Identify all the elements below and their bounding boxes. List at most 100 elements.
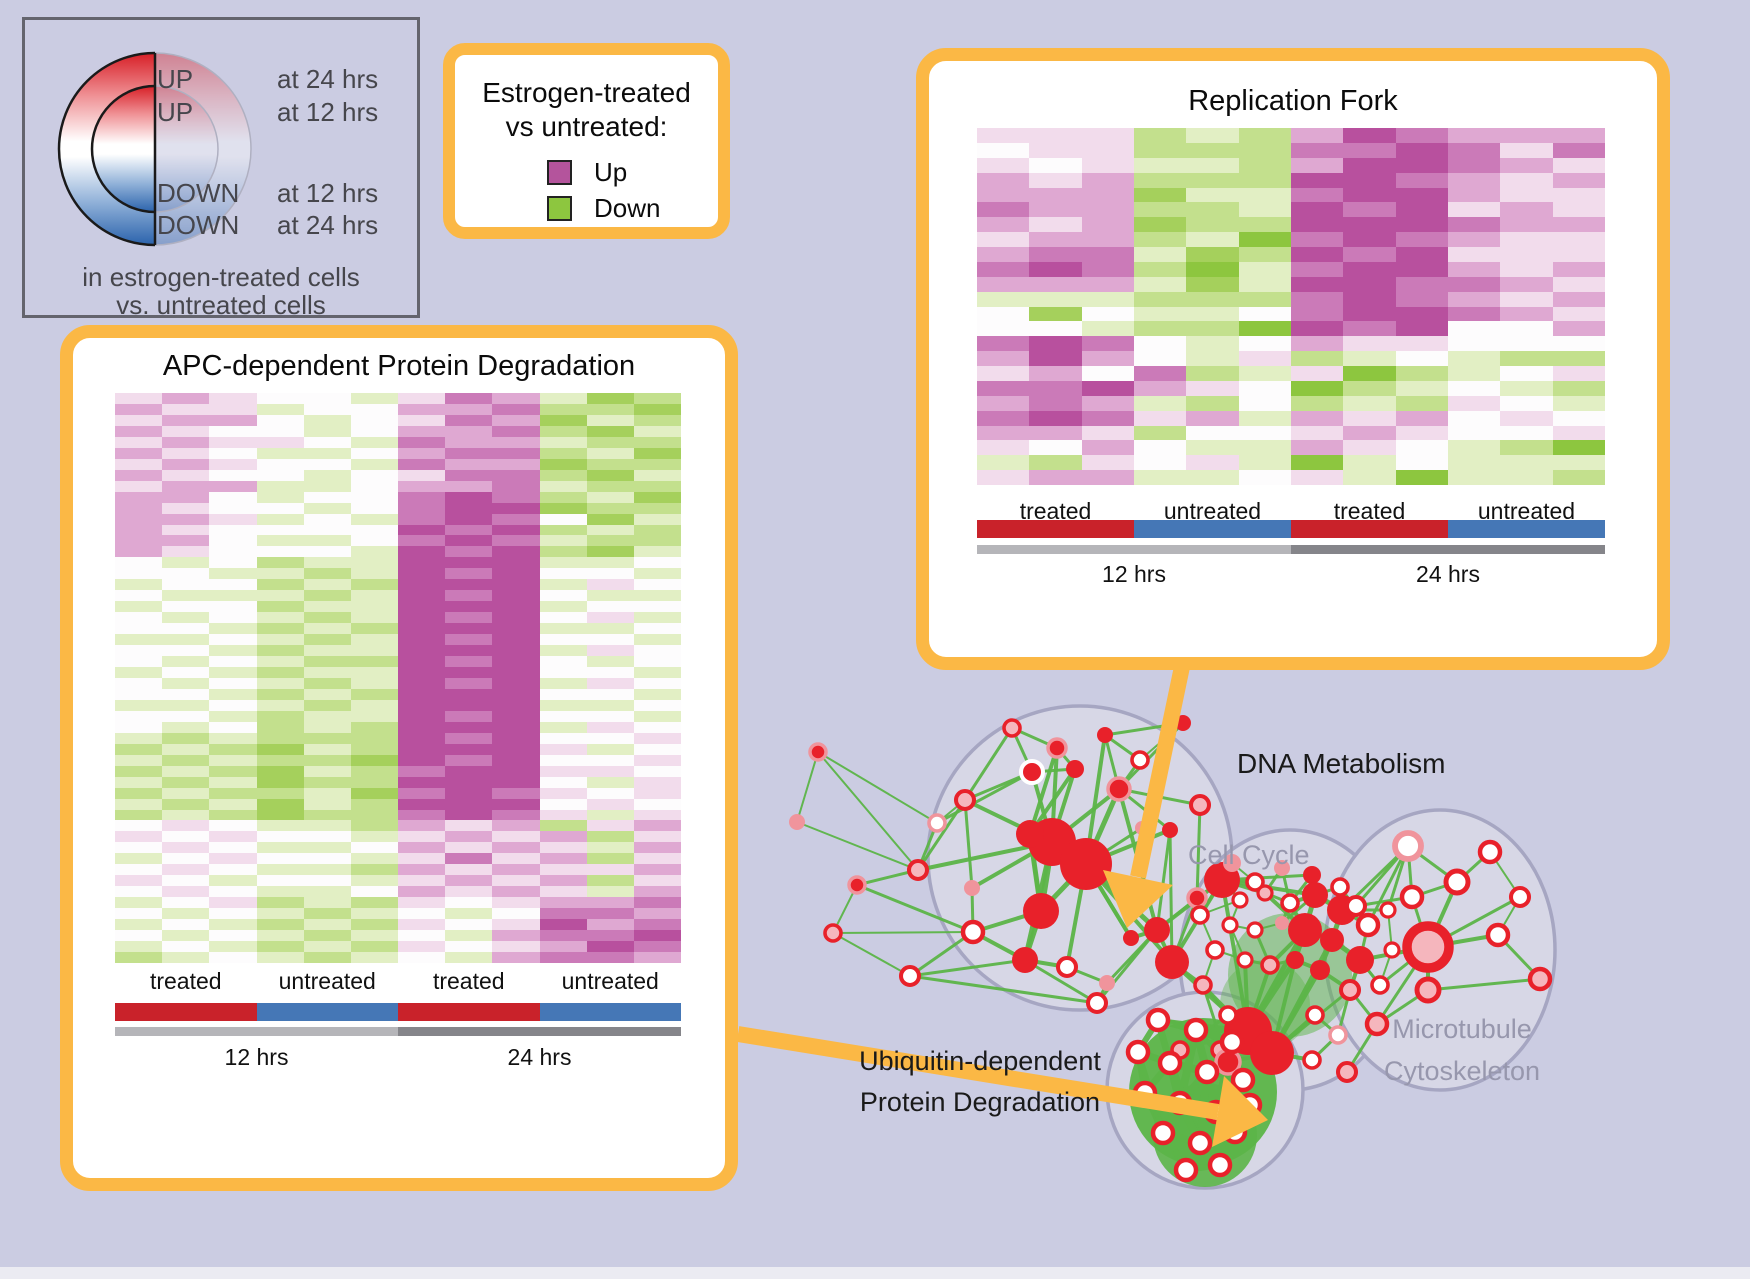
network-edge bbox=[1244, 958, 1271, 967]
network-node bbox=[1246, 921, 1264, 939]
network-node bbox=[898, 964, 922, 988]
network-edge bbox=[1355, 895, 1413, 908]
network-node bbox=[1230, 1067, 1256, 1093]
cluster-ellipse-3 bbox=[1105, 990, 1305, 1190]
network-edge bbox=[1194, 1026, 1234, 1046]
network-edge bbox=[1135, 1051, 1148, 1094]
network-node bbox=[1485, 922, 1511, 948]
network-edge bbox=[1179, 1099, 1217, 1116]
network-node bbox=[1167, 1090, 1193, 1116]
network-edge bbox=[1281, 921, 1306, 932]
network-edge bbox=[1206, 1068, 1244, 1084]
network-edge bbox=[1215, 1101, 1251, 1116]
network-edge bbox=[936, 799, 966, 824]
network-edge bbox=[1270, 968, 1322, 1055]
network-node bbox=[1527, 966, 1553, 992]
network-edge bbox=[1264, 891, 1291, 905]
network-edge bbox=[1220, 878, 1242, 902]
arrow-shaft bbox=[1130, 660, 1191, 879]
network-node bbox=[1205, 940, 1225, 960]
up-label: Up bbox=[594, 157, 628, 187]
network-edge bbox=[1304, 927, 1333, 943]
network-edge bbox=[1229, 899, 1241, 926]
network-edge bbox=[1226, 1029, 1250, 1064]
network-edge bbox=[1220, 879, 1250, 1032]
network-node bbox=[1016, 820, 1044, 848]
network-edge bbox=[1179, 1013, 1229, 1052]
network-node bbox=[1302, 882, 1328, 908]
updown-colorscale-icon bbox=[57, 51, 252, 247]
network-edge bbox=[1095, 929, 1159, 1004]
network-edge bbox=[1028, 747, 1059, 835]
network-edge bbox=[1199, 899, 1241, 916]
network-node bbox=[1330, 877, 1350, 897]
legend-down-24-dir: DOWN bbox=[157, 210, 240, 240]
network-edge bbox=[1329, 909, 1345, 941]
network-edge bbox=[1117, 788, 1159, 931]
network-edge bbox=[817, 751, 938, 824]
network-edge bbox=[1270, 959, 1297, 1054]
network-edge bbox=[1142, 1091, 1166, 1135]
network-edge bbox=[1232, 1079, 1246, 1133]
network-edge bbox=[1142, 1091, 1189, 1172]
network-edge bbox=[1139, 722, 1184, 761]
network-edge bbox=[1135, 1051, 1166, 1134]
network-edge bbox=[1028, 767, 1077, 836]
network-edge bbox=[1253, 929, 1272, 966]
network-edge bbox=[1170, 960, 1250, 1033]
network-node bbox=[1250, 1031, 1294, 1075]
network-node bbox=[1383, 941, 1401, 959]
network-edge bbox=[1271, 1051, 1313, 1062]
network-edge bbox=[1226, 1013, 1250, 1033]
network-edge bbox=[1202, 949, 1216, 986]
network-edge bbox=[1406, 845, 1414, 898]
network-edge bbox=[1178, 1028, 1198, 1052]
network-edge bbox=[1168, 829, 1174, 963]
network-edge bbox=[1314, 885, 1341, 897]
network-edge bbox=[909, 930, 974, 978]
network-edge bbox=[917, 840, 1053, 872]
network-node bbox=[1187, 1130, 1213, 1156]
down-label: Down bbox=[594, 193, 661, 223]
network-node bbox=[1310, 960, 1330, 980]
network-edge bbox=[1313, 892, 1344, 913]
network-edge bbox=[1217, 1130, 1238, 1167]
network-edge bbox=[964, 770, 1033, 802]
network-edge bbox=[1050, 768, 1077, 843]
replication-fork-group-labels: treated untreated treated untreated bbox=[1019, 498, 1576, 524]
network-node bbox=[1346, 946, 1374, 974]
network-edge bbox=[1167, 1027, 1199, 1066]
network-edge bbox=[1162, 1129, 1201, 1147]
network-edge bbox=[1168, 1048, 1182, 1065]
network-edge bbox=[1050, 787, 1121, 844]
network-node bbox=[808, 742, 828, 762]
apc-degradation-heatmap bbox=[115, 393, 681, 963]
network-node bbox=[1231, 891, 1249, 909]
network-node bbox=[1028, 818, 1076, 866]
network-edge bbox=[1358, 959, 1382, 986]
network-edge bbox=[1229, 924, 1246, 961]
network-node bbox=[1203, 1099, 1229, 1125]
network-edge bbox=[1196, 878, 1223, 900]
network-edge bbox=[1084, 862, 1133, 940]
network-edge bbox=[1118, 787, 1201, 807]
cluster-label-ubiquitin: Ubiquitin-dependent Protein Degradation bbox=[859, 1046, 1101, 1117]
network-edge bbox=[1270, 1013, 1317, 1055]
network-edge bbox=[1185, 1162, 1221, 1173]
network-edge bbox=[972, 930, 1026, 962]
network-edge bbox=[1038, 841, 1055, 912]
network-node bbox=[1175, 715, 1191, 731]
network-node bbox=[1379, 901, 1397, 919]
network-edge bbox=[1379, 945, 1429, 987]
network-edge bbox=[1142, 1060, 1173, 1096]
network-node bbox=[1157, 1050, 1183, 1076]
network-edge bbox=[1221, 878, 1256, 884]
network-edge bbox=[1407, 844, 1458, 884]
network-edge bbox=[1204, 1039, 1235, 1075]
network-edge bbox=[1028, 833, 1043, 912]
network-edge bbox=[1130, 928, 1158, 940]
network-edge bbox=[1218, 1029, 1250, 1052]
network-edge bbox=[1084, 862, 1133, 940]
network-edge bbox=[1254, 922, 1283, 931]
network-edge bbox=[1198, 1128, 1237, 1147]
